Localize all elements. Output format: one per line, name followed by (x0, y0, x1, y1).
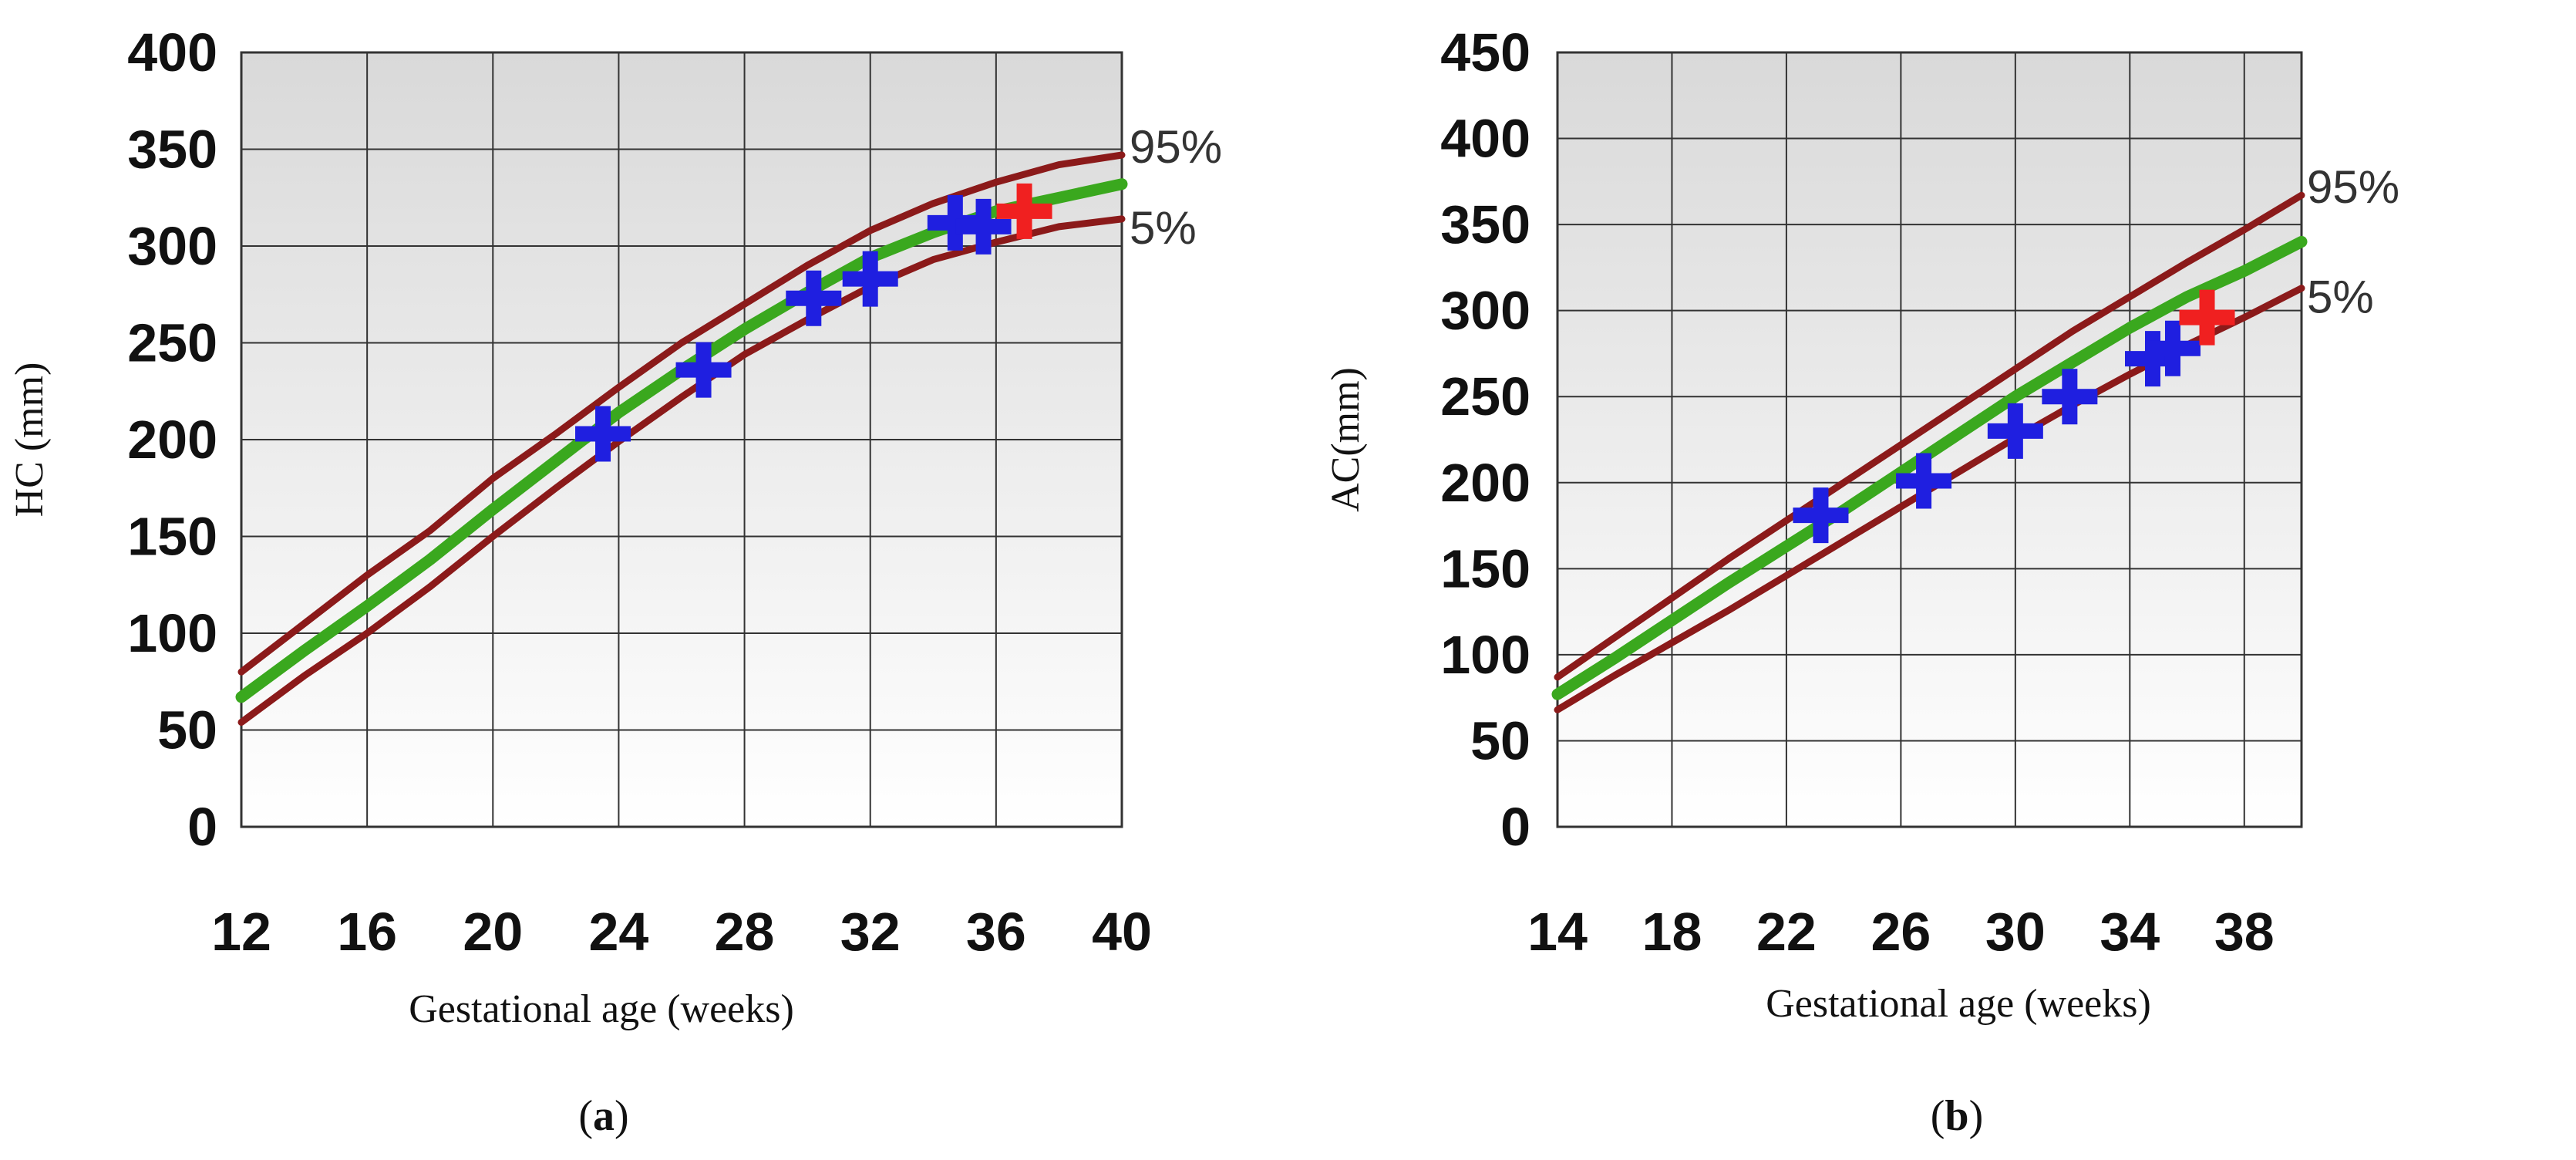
chart-0-xtick-36: 36 (966, 902, 1026, 962)
chart-1-ytick-50: 50 (1470, 710, 1530, 771)
chart-1-measurement-0 (1793, 487, 1849, 544)
chart-1-ytick-200: 200 (1440, 453, 1530, 513)
chart-0-label-0: 95% (1130, 121, 1222, 173)
chart-1-xtick-22: 22 (1756, 902, 1817, 962)
chart-0-y-axis-title: HC (mm) (8, 362, 52, 518)
chart-1-ytick-100: 100 (1440, 625, 1530, 685)
chart-1-ytick-150: 150 (1440, 538, 1530, 599)
chart-0-measurement-3 (842, 251, 898, 307)
chart-0-ytick-250: 250 (127, 313, 217, 373)
chart-1-ytick-350: 350 (1440, 194, 1530, 255)
chart-1-series-0-line (1554, 191, 2305, 681)
chart-1-measurement-6 (2179, 289, 2235, 346)
chart-1-y-axis-title: AC(mm) (1324, 367, 1368, 512)
ac-growth-chart: 95% 5% 0 50 100 150 200 250 300 350 400 450 14 18 22 26… (1324, 22, 2399, 1140)
chart-1-measurement-3 (2042, 369, 2098, 425)
chart-0-measurement-5 (955, 198, 1012, 255)
chart-0-ytick-150: 150 (127, 507, 217, 567)
chart-1-xtick-18: 18 (1642, 902, 1702, 962)
chart-0-panel-caption: (a) (578, 1092, 628, 1140)
chart-0-measurement-1 (675, 342, 732, 398)
chart-1-plot-area (1557, 52, 2302, 827)
chart-0-measurement-0 (575, 406, 631, 462)
chart-1-ytick-0: 0 (1500, 797, 1530, 857)
chart-0-xtick-16: 16 (337, 902, 397, 962)
chart-0-measurement-2 (786, 270, 842, 326)
chart-1-ytick-400: 400 (1440, 109, 1530, 169)
chart-0-ytick-50: 50 (157, 700, 217, 760)
chart-0-ytick-400: 400 (127, 22, 217, 83)
chart-1-plot-border (1556, 51, 2303, 828)
chart-0-ytick-300: 300 (127, 216, 217, 276)
chart-0-measurement-6 (996, 183, 1052, 239)
chart-0-xtick-20: 20 (463, 902, 523, 962)
chart-0-xtick-24: 24 (588, 902, 648, 962)
chart-1-panel-caption: (b) (1931, 1092, 1983, 1140)
chart-1-measurement-2 (1987, 403, 2043, 459)
chart-1-xtick-14: 14 (1527, 902, 1588, 962)
chart-0-ytick-100: 100 (127, 603, 217, 663)
chart-1-measurement-1 (1896, 453, 1952, 509)
chart-1-xtick-26: 26 (1871, 902, 1931, 962)
chart-0-x-axis-title: Gestational age (weeks) (409, 987, 794, 1031)
chart-1-label-0: 95% (2307, 161, 2399, 213)
chart-0-label-2: 5% (1130, 202, 1197, 254)
chart-0-ytick-350: 350 (127, 120, 217, 180)
chart-0-ytick-200: 200 (127, 410, 217, 470)
chart-1-ytick-300: 300 (1440, 281, 1530, 341)
chart-0-plot-border (240, 51, 1123, 828)
chart-1-xtick-34: 34 (2100, 902, 2160, 962)
hc-growth-chart: 95% 5% 0 50 100 150 200 250 300 350 400 12 16 20 24 28 3… (8, 22, 1222, 1140)
chart-0-series-2-line (237, 215, 1126, 726)
chart-1-label-2: 5% (2307, 271, 2374, 323)
chart-1-xtick-38: 38 (2214, 902, 2275, 962)
chart-0-xtick-28: 28 (715, 902, 775, 962)
chart-0-ytick-0: 0 (187, 797, 217, 857)
chart-1-ytick-250: 250 (1440, 366, 1530, 427)
chart-1-x-axis-title: Gestational age (weeks) (1766, 982, 2151, 1026)
chart-0-xtick-12: 12 (211, 902, 271, 962)
chart-0-series-0-line (237, 151, 1126, 676)
chart-1-measurement-5 (2144, 320, 2201, 376)
chart-0-xtick-32: 32 (840, 902, 901, 962)
chart-0-xtick-40: 40 (1092, 902, 1152, 962)
chart-1-ytick-450: 450 (1440, 22, 1530, 83)
chart-1-xtick-30: 30 (1985, 902, 2046, 962)
